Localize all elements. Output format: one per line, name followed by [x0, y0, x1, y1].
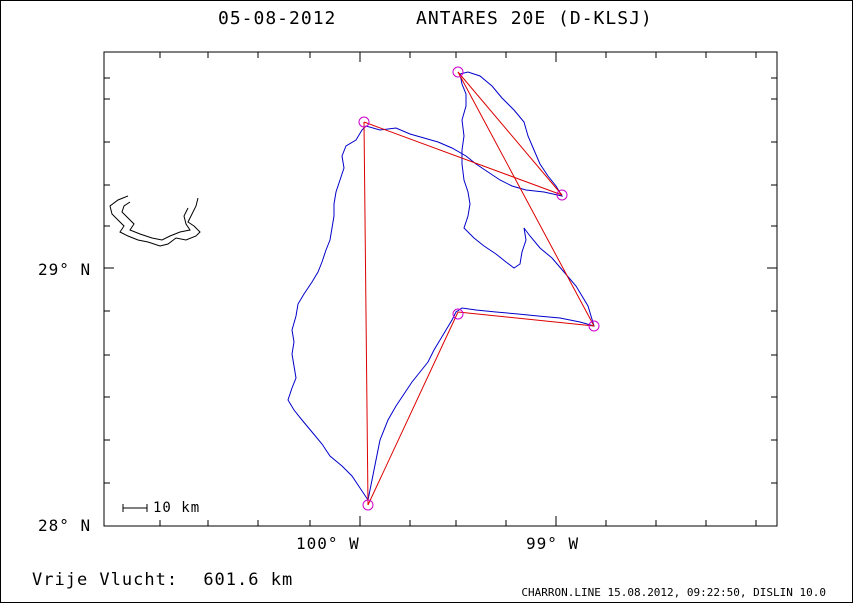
turnpoint-start-marker: [362, 499, 374, 511]
scale-bar: [122, 504, 148, 512]
scale-bar-label: 10 km: [153, 500, 201, 516]
lon-label-99: 99° W: [526, 534, 580, 553]
flight-track: [287, 71, 595, 501]
lon-label-100: 100° W: [296, 534, 360, 553]
flight-date: 05-08-2012: [218, 8, 337, 29]
lat-label-28: 28° N: [38, 516, 92, 535]
turnpoint-4-marker: [588, 320, 600, 332]
distance-label: Vrije Vlucht:: [32, 570, 179, 590]
turnpoint-3-marker: [452, 66, 464, 78]
credit-line: CHARRON.LINE 15.08.2012, 09:22:50, DISLI…: [521, 586, 826, 599]
distance-readout: Vrije Vlucht: 601.6 km: [32, 570, 293, 590]
task-lines: [363, 71, 595, 506]
plot-border: [103, 51, 778, 527]
distance-value: 601.6 km: [203, 570, 294, 590]
turnpoint-1-marker: [358, 116, 370, 128]
lat-label-29: 29° N: [38, 260, 92, 279]
turnpoint-finish-marker: [452, 308, 464, 320]
coastline-sketch: [109, 195, 201, 247]
tick-marks: [104, 52, 777, 526]
turnpoint-2-marker: [556, 189, 568, 201]
aircraft-title: ANTARES 20E (D-KLSJ): [416, 8, 653, 29]
